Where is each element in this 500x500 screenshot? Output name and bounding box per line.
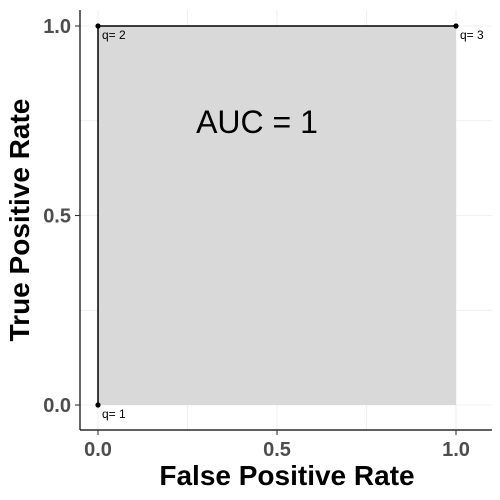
y-tick-label: 0.5 (43, 206, 71, 228)
y-axis-title: True Positive Rate (4, 99, 35, 342)
auc-area (98, 26, 456, 405)
roc-point (95, 402, 101, 408)
x-tick-label: 0.5 (263, 439, 291, 461)
x-tick-label: 1.0 (442, 439, 470, 461)
x-axis-ticks: 0.0 0.5 1.0 (84, 430, 470, 461)
roc-curve: q= 1 q= 2 q= 3 (95, 23, 484, 421)
y-tick-label: 1.0 (43, 16, 71, 38)
x-axis-title: False Positive Rate (159, 460, 414, 491)
point-label: q= 2 (102, 28, 126, 42)
point-label: q= 1 (102, 407, 126, 421)
y-axis-ticks: 0.0 0.5 1.0 (43, 16, 80, 417)
roc-point (95, 23, 101, 29)
x-tick-label: 0.0 (84, 439, 112, 461)
y-tick-label: 0.0 (43, 395, 71, 417)
point-label: q= 3 (460, 28, 484, 42)
roc-point (453, 23, 459, 29)
auc-annotation: AUC = 1 (196, 104, 318, 140)
